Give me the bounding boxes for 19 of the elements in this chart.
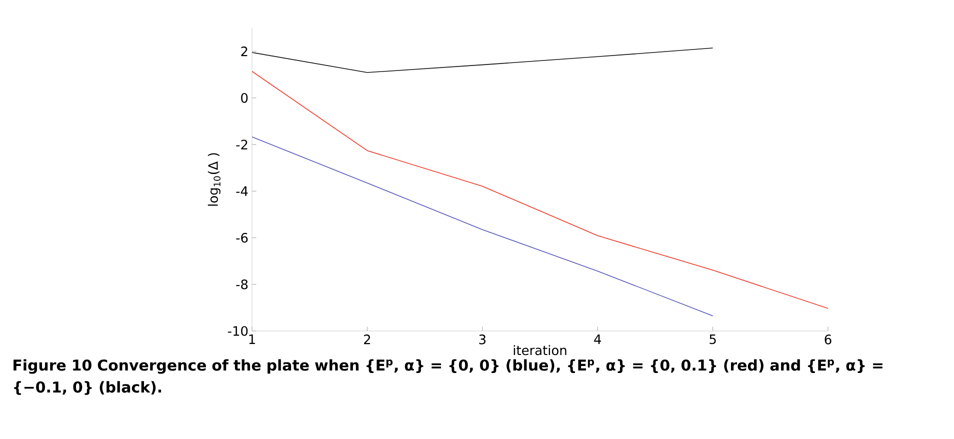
line-series [252, 136, 714, 316]
y-tick-label: -4 [236, 186, 248, 196]
y-tick-label: -10 [228, 326, 248, 336]
x-tick-label: 1 [249, 334, 255, 344]
x-tick-label: 4 [594, 334, 601, 344]
line-series [252, 70, 828, 309]
y-axis-title: log$_{10}$(Δ ) [208, 153, 220, 206]
y-tick-label: 2 [241, 46, 248, 56]
text: Figure 10 Convergence of the plate when {E$^{p}$, α} = {0, 0} (blue), {E$^{p}$, α} = {0, 0.1} (red) and {E$^{p}$, α} = {−0.1, 0} (black). [14, 359, 882, 395]
x-tick-label: 2 [364, 334, 370, 344]
x-tick-label: 5 [710, 334, 716, 344]
x-axis-title: iteration [514, 345, 566, 356]
y-tick-label: -2 [236, 140, 248, 150]
line-series [252, 48, 714, 73]
x-tick-label: 3 [479, 334, 486, 344]
x-tick-label: 6 [824, 334, 832, 344]
y-tick-label: -8 [236, 279, 248, 290]
y-tick-label: 0 [241, 93, 248, 103]
y-tick-label: -6 [236, 232, 248, 243]
